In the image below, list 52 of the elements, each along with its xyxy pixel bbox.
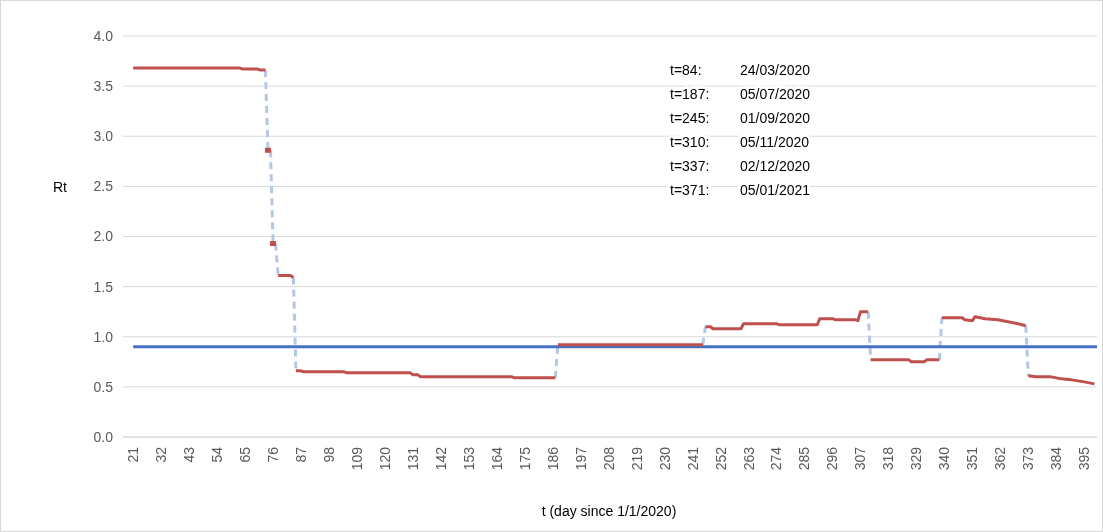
x-tick-label: 384 [1048, 446, 1065, 471]
x-tick-label: 230 [656, 446, 673, 471]
x-tick-label: 340 [936, 446, 953, 471]
x-tick-label: 186 [544, 446, 561, 471]
y-tick-label: 4.0 [93, 27, 114, 44]
x-tick-label: 120 [376, 446, 393, 471]
x-tick-label: 109 [348, 446, 365, 471]
x-tick-label: 263 [740, 446, 757, 471]
x-tick-label: 285 [796, 446, 813, 471]
x-tick-label: 142 [432, 446, 449, 471]
x-axis-title: t (day since 1/1/2020) [541, 502, 677, 519]
x-tick-label: 296 [824, 446, 841, 471]
x-tick-label: 208 [600, 446, 617, 471]
x-tick-label: 54 [208, 446, 225, 463]
x-tick-label: 395 [1076, 446, 1093, 471]
text: t=187: 05/07/2020 [670, 85, 811, 102]
x-tick-label: 76 [264, 446, 281, 463]
x-tick-label: 164 [488, 446, 505, 471]
x-tick-label: 219 [628, 446, 645, 471]
x-tick-label: 21 [125, 446, 142, 463]
x-tick-label: 351 [964, 446, 981, 471]
x-tick-label: 274 [768, 446, 785, 471]
x-tick-label: 241 [684, 446, 701, 471]
x-tick-label: 318 [880, 446, 897, 471]
x-tick-label: 32 [153, 446, 170, 463]
x-tick-label: 153 [460, 446, 477, 471]
x-tick-label: 307 [852, 446, 869, 471]
x-tick-label: 98 [320, 446, 337, 463]
x-tick-label: 65 [236, 446, 253, 463]
y-tick-label: 1.5 [93, 278, 114, 295]
x-tick-label: 362 [992, 446, 1009, 471]
text: t=84: 24/03/2020 [670, 61, 811, 78]
text: t=337: 02/12/2020 [670, 157, 811, 174]
text: t=245: 01/09/2020 [670, 109, 811, 126]
y-tick-label: 2.5 [93, 178, 114, 195]
x-tick-label: 43 [181, 446, 198, 463]
text: t=371: 05/01/2021 [670, 181, 811, 198]
y-axis-title: Rt [53, 178, 68, 195]
y-tick-label: 0.5 [93, 378, 114, 395]
y-tick-label: 1.0 [93, 328, 114, 345]
x-tick-label: 329 [908, 446, 925, 471]
y-tick-label: 0.0 [93, 428, 114, 445]
text: t=310: 05/11/2020 [670, 133, 810, 150]
y-tick-label: 3.5 [93, 78, 114, 95]
y-tick-label: 3.0 [93, 128, 114, 145]
x-tick-label: 197 [572, 446, 589, 471]
x-tick-label: 373 [1020, 446, 1037, 471]
y-tick-label: 2.0 [93, 228, 114, 245]
x-tick-label: 87 [292, 446, 309, 463]
x-tick-label: 131 [404, 446, 421, 471]
x-tick-label: 175 [516, 446, 533, 471]
x-tick-label: 252 [712, 446, 729, 471]
